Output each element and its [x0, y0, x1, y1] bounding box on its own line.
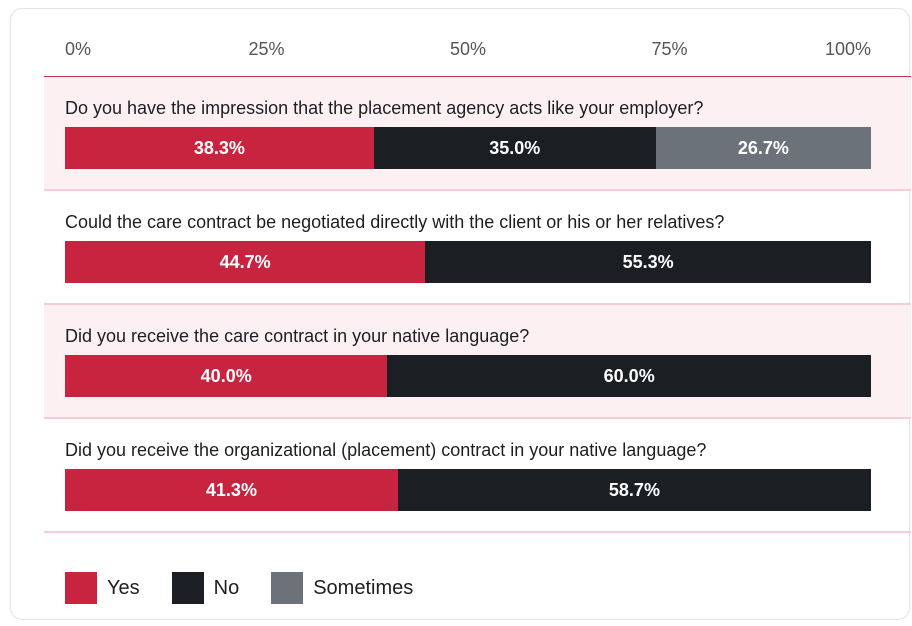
- bar-segment: 41.3%: [65, 469, 398, 511]
- question: Could the care contract be negotiated di…: [65, 212, 725, 232]
- x-tick-label: 50%: [449, 39, 487, 59]
- chart-card: 0% 25% 50% 75% 100% Do you have the impressi…: [10, 8, 911, 620]
- bar-segment: 60.0%: [387, 355, 871, 397]
- x-tick-label: 25%: [248, 39, 285, 59]
- value-label: 35.0%: [489, 137, 541, 158]
- stacked-bar: 44.7% 55.3%: [65, 241, 871, 283]
- legend-label: Sometimes: [313, 576, 414, 599]
- x-tick-label: 0%: [65, 39, 92, 59]
- bar-segment: 58.7%: [397, 469, 871, 511]
- value-label: 40.0%: [200, 365, 252, 386]
- bar-segment: 40.0%: [65, 355, 388, 397]
- stacked-bar: 41.3% 58.7%: [65, 469, 871, 511]
- question: Did you receive the organizational (plac…: [65, 440, 707, 460]
- row: Do you have the impression that the plac…: [44, 77, 911, 191]
- legend-label: No: [213, 576, 240, 599]
- value-label: 44.7%: [219, 251, 271, 272]
- value-label: 26.7%: [737, 137, 789, 158]
- value-label: 60.0%: [603, 365, 655, 386]
- bar-segment: 38.3%: [65, 127, 374, 169]
- legend-item: No: [171, 572, 240, 604]
- bar-segment: 44.7%: [65, 241, 426, 283]
- value-label: 41.3%: [205, 479, 257, 500]
- legend-swatch: [65, 572, 97, 604]
- legend-swatch: [171, 572, 204, 604]
- value-label: 38.3%: [193, 137, 245, 158]
- x-tick-label: 100%: [824, 39, 871, 59]
- stacked-bar: 40.0% 60.0%: [65, 355, 871, 397]
- row: Could the care contract be negotiated di…: [44, 191, 911, 305]
- question: Do you have the impression that the plac…: [65, 98, 704, 118]
- bar-segment: 26.7%: [655, 127, 871, 169]
- legend-item: Yes: [65, 572, 140, 604]
- bar-segment: 55.3%: [425, 241, 871, 283]
- x-axis: 0% 25% 50% 75% 100%: [65, 39, 871, 65]
- legend-swatch: [271, 572, 304, 604]
- rows: Do you have the impression that the plac…: [44, 76, 911, 533]
- legend: Yes No Sometimes: [65, 572, 445, 604]
- row: Did you receive the organizational (plac…: [44, 419, 911, 533]
- bar-segment: 35.0%: [373, 127, 656, 169]
- row: Did you receive the care contract in you…: [44, 305, 911, 419]
- x-tick-label: 75%: [651, 39, 688, 59]
- value-label: 55.3%: [622, 251, 674, 272]
- legend-item: Sometimes: [271, 572, 413, 604]
- value-label: 58.7%: [608, 479, 660, 500]
- legend-label: Yes: [107, 576, 140, 599]
- question: Did you receive the care contract in you…: [65, 326, 530, 346]
- stacked-bar: 38.3% 35.0% 26.7%: [65, 127, 871, 169]
